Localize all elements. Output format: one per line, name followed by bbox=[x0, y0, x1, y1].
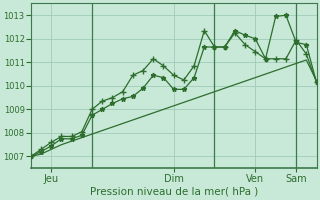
X-axis label: Pression niveau de la mer( hPa ): Pression niveau de la mer( hPa ) bbox=[90, 187, 258, 197]
